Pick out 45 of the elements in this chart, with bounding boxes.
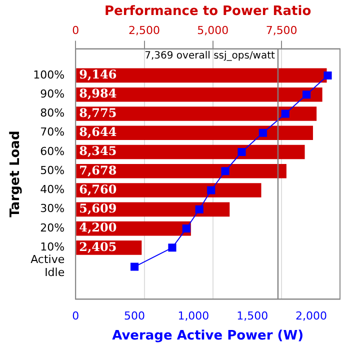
point bbox=[258, 128, 267, 137]
y-tick-label: 20% bbox=[40, 221, 65, 234]
x-tick-label: 500 bbox=[124, 310, 146, 323]
point bbox=[238, 148, 246, 156]
data-label: 8,775 bbox=[79, 106, 117, 120]
data-label: 6,760 bbox=[79, 182, 117, 196]
point bbox=[168, 244, 176, 252]
y-tick-label: 90% bbox=[40, 87, 65, 100]
x2-tick-label: 2,500 bbox=[128, 24, 160, 38]
point bbox=[130, 262, 139, 271]
x2-tick-label: 5,000 bbox=[197, 24, 229, 38]
y-tick-label: 70% bbox=[40, 126, 65, 139]
x-tick-label: 1,500 bbox=[236, 310, 268, 323]
x-tick-label: 2,000 bbox=[296, 310, 328, 323]
x-tick-label: 0 bbox=[72, 310, 80, 323]
y-tick-label: 60% bbox=[40, 144, 65, 158]
data-label: 2,405 bbox=[79, 240, 117, 254]
ref-line-label: 7,369 overall ssj_ops/watt bbox=[144, 50, 276, 62]
data-label: 8,984 bbox=[79, 86, 117, 101]
y-tick-label: 10% bbox=[40, 240, 65, 254]
point bbox=[302, 90, 311, 99]
chart-title: Performance to Power Ratio bbox=[104, 4, 312, 20]
data-label: 7,678 bbox=[79, 163, 117, 178]
data-label: 9,146 bbox=[79, 68, 117, 82]
point bbox=[207, 186, 216, 194]
point bbox=[221, 167, 230, 176]
y-tick-label: Active Idle bbox=[30, 253, 65, 280]
y-tick-label: 40% bbox=[40, 183, 65, 196]
y-tick-label: 100% bbox=[33, 68, 65, 82]
x2-tick-label: 0 bbox=[72, 24, 80, 38]
point bbox=[281, 110, 290, 118]
data-label: 8,644 bbox=[79, 124, 117, 139]
point bbox=[195, 205, 204, 214]
x2-tick-label: 7,500 bbox=[266, 24, 298, 38]
y-tick-label: 80% bbox=[40, 106, 65, 120]
data-label: 8,345 bbox=[79, 144, 117, 158]
x-tick-label: 1,000 bbox=[178, 310, 210, 323]
y-axis-title: Target Load bbox=[8, 130, 24, 218]
y-tick-label: 30% bbox=[40, 202, 65, 216]
data-label: 5,609 bbox=[79, 202, 117, 216]
y-tick-label: 50% bbox=[40, 164, 65, 177]
point bbox=[324, 71, 332, 80]
x-axis-title: Average Active Power (W) bbox=[112, 328, 304, 344]
point bbox=[182, 224, 190, 233]
data-label: 4,200 bbox=[79, 220, 117, 235]
